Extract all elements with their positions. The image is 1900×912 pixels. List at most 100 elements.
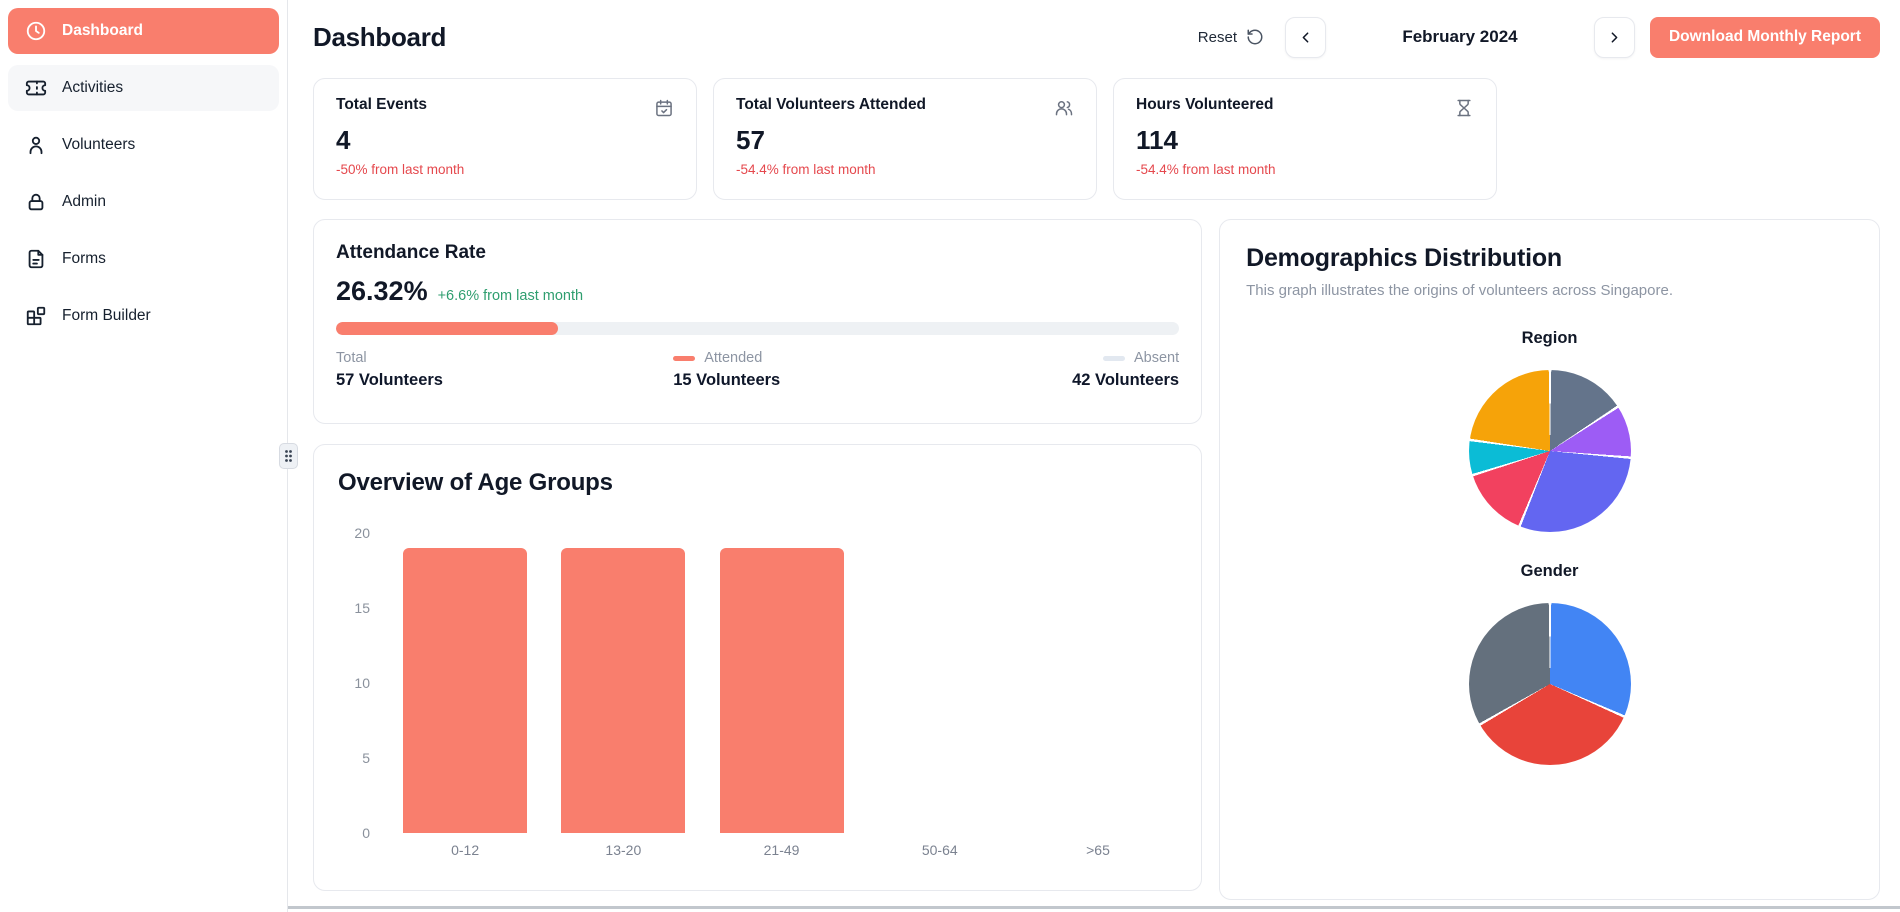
demographics-subtitle: This graph illustrates the origins of vo… xyxy=(1246,282,1673,299)
y-tick-label: 0 xyxy=(362,825,370,841)
legend-label: Total xyxy=(336,350,367,366)
stats-row: Total Events 4 -50% from last month Tota… xyxy=(313,78,1880,200)
bar-chart-y-axis: 0 5 10 15 20 xyxy=(338,525,386,841)
pie-chart[interactable] xyxy=(1468,603,1631,765)
sidebar-item-label: Activities xyxy=(62,79,124,96)
rotate-ccw-icon xyxy=(1246,28,1264,46)
bar-slot xyxy=(861,533,1019,833)
grip-icon xyxy=(284,449,293,463)
gender-pie-label: Gender xyxy=(1520,562,1579,580)
bar[interactable] xyxy=(403,548,528,833)
sidebar: Dashboard Activities Volunteers Admin Fo… xyxy=(0,0,288,912)
sidebar-item-label: Dashboard xyxy=(62,22,143,39)
blocks-icon xyxy=(25,305,47,327)
current-month-label: February 2024 xyxy=(1402,27,1518,46)
lock-icon xyxy=(25,191,47,213)
header-controls: Reset February 2024 Download Monthly Rep… xyxy=(1192,16,1880,58)
hourglass-icon xyxy=(1454,96,1474,118)
region-pie-label: Region xyxy=(1521,329,1578,347)
bar-chart-x-axis: 0-12 13-20 21-49 50-64 >65 xyxy=(386,842,1177,858)
age-groups-title: Overview of Age Groups xyxy=(338,469,613,496)
chevron-right-icon xyxy=(1606,29,1623,46)
stat-card-value: 57 xyxy=(736,125,765,155)
attendance-legend: Total 57 Volunteers Attended 15 Voluntee… xyxy=(336,350,1179,390)
sidebar-item-form-builder[interactable]: Form Builder xyxy=(8,293,279,339)
bar-slot xyxy=(386,533,544,833)
stat-card-title: Total Volunteers Attended xyxy=(736,96,927,113)
y-tick-label: 5 xyxy=(362,750,370,766)
legend-item-absent: Absent 42 Volunteers xyxy=(1072,350,1179,390)
attendance-progress-track xyxy=(336,322,1180,335)
calendar-check-icon xyxy=(654,96,674,118)
pie-chart[interactable] xyxy=(1468,370,1631,532)
stat-card-change: -54.4% from last month xyxy=(1136,162,1276,177)
legend-item-attended: Attended 15 Volunteers xyxy=(673,350,1072,390)
legend-value: 42 Volunteers xyxy=(1072,371,1180,389)
clock-icon xyxy=(25,20,47,42)
previous-month-button[interactable] xyxy=(1284,16,1326,58)
sidebar-item-forms[interactable]: Forms xyxy=(8,236,279,282)
legend-label: Absent xyxy=(1133,350,1180,366)
x-tick-label: 50-64 xyxy=(921,842,958,858)
sidebar-item-label: Volunteers xyxy=(62,136,136,153)
bar-chart-plot xyxy=(386,533,1177,833)
stat-card-value: 114 xyxy=(1136,125,1178,155)
attended-swatch xyxy=(673,355,696,361)
attendance-rate-title: Attendance Rate xyxy=(336,242,486,263)
stat-card-value: 4 xyxy=(336,125,351,155)
bar-slot xyxy=(702,533,860,833)
x-tick-label: 21-49 xyxy=(763,842,800,858)
reset-button-label: Reset xyxy=(1197,28,1237,46)
absent-swatch xyxy=(1102,355,1125,361)
legend-label: Attended xyxy=(704,350,763,366)
y-tick-label: 15 xyxy=(354,600,370,616)
page-title: Dashboard xyxy=(313,21,447,52)
attendance-rate-value: 26.32% xyxy=(336,276,428,306)
bar[interactable] xyxy=(719,548,844,833)
x-tick-label: >65 xyxy=(1086,842,1110,858)
bar[interactable] xyxy=(561,548,686,833)
y-tick-label: 20 xyxy=(354,525,370,541)
stat-card-total-volunteers-attended: Total Volunteers Attended 57 -54.4% from… xyxy=(713,78,1097,200)
sidebar-item-admin[interactable]: Admin xyxy=(8,179,279,225)
bar-slot xyxy=(1019,533,1177,833)
chevron-left-icon xyxy=(1297,29,1314,46)
horizontal-scrollbar[interactable] xyxy=(0,906,1900,909)
stat-card-hours-volunteered: Hours Volunteered 114 -54.4% from last m… xyxy=(1113,78,1497,200)
sidebar-item-label: Form Builder xyxy=(62,307,151,324)
stat-card-change: -54.4% from last month xyxy=(736,162,876,177)
download-monthly-report-button[interactable]: Download Monthly Report xyxy=(1649,16,1880,58)
legend-value: 57 Volunteers xyxy=(336,371,443,389)
user-icon xyxy=(25,134,47,156)
attendance-progress-fill xyxy=(336,322,558,335)
demographics-card: Demographics Distribution This graph ill… xyxy=(1219,219,1880,900)
file-text-icon xyxy=(25,248,47,270)
sidebar-item-activities[interactable]: Activities xyxy=(8,65,279,111)
sidebar-resize-handle[interactable] xyxy=(279,443,298,469)
stat-card-title: Hours Volunteered xyxy=(1136,96,1274,113)
next-month-button[interactable] xyxy=(1593,16,1635,58)
legend-item-total: Total 57 Volunteers xyxy=(336,350,673,390)
x-tick-label: 13-20 xyxy=(605,842,642,858)
stat-card-change: -50% from last month xyxy=(336,162,465,177)
main-content: Dashboard Reset February 2024 Download M… xyxy=(289,0,1900,912)
age-groups-card: Overview of Age Groups 0 5 10 15 20 0-12 13-2… xyxy=(313,444,1203,891)
attendance-rate-card: Attendance Rate 26.32% +6.6% from last m… xyxy=(313,219,1203,424)
demographics-title: Demographics Distribution xyxy=(1246,244,1562,272)
sidebar-item-volunteers[interactable]: Volunteers xyxy=(8,122,279,168)
y-tick-label: 10 xyxy=(354,675,370,691)
ticket-icon xyxy=(25,77,47,99)
stat-card-title: Total Events xyxy=(336,96,428,113)
attendance-rate-change: +6.6% from last month xyxy=(437,288,584,304)
legend-value: 15 Volunteers xyxy=(673,371,781,389)
reset-button[interactable]: Reset xyxy=(1192,27,1270,47)
sidebar-item-dashboard[interactable]: Dashboard xyxy=(8,8,279,54)
page-header: Dashboard Reset February 2024 Download M… xyxy=(313,13,1880,61)
bar-slot xyxy=(544,533,702,833)
sidebar-item-label: Admin xyxy=(62,193,106,210)
users-icon xyxy=(1054,96,1074,118)
stat-card-total-events: Total Events 4 -50% from last month xyxy=(313,78,697,200)
x-tick-label: 0-12 xyxy=(451,842,480,858)
age-groups-bar-chart: 0 5 10 15 20 xyxy=(338,525,1177,841)
sidebar-item-label: Forms xyxy=(62,250,106,267)
